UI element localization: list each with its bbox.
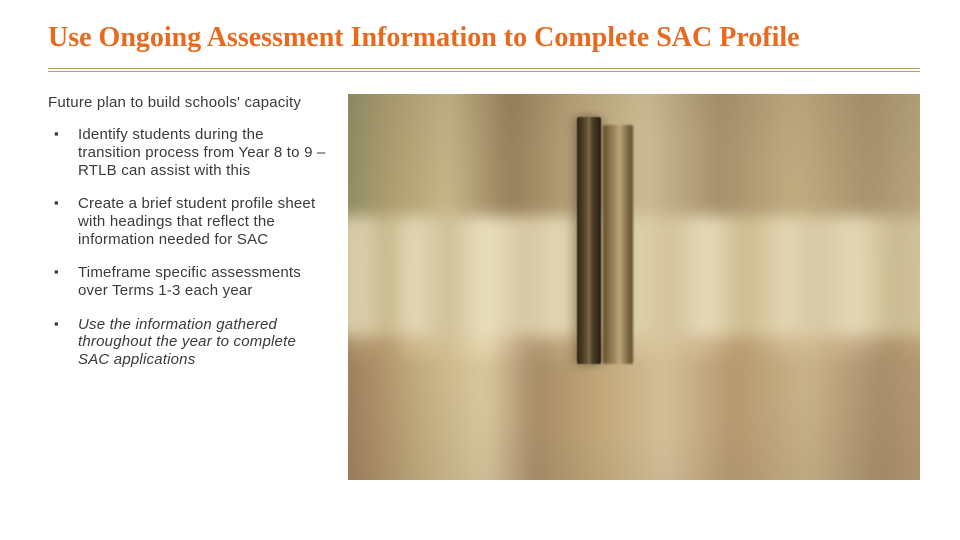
image-vignette [348,94,920,480]
slide-title: Use Ongoing Assessment Information to Co… [48,22,920,54]
content-row: Future plan to build schools' capacity I… [48,94,920,480]
intro-text: Future plan to build schools' capacity [48,94,326,112]
title-divider [48,68,920,72]
bullet-list: Identify students during the transition … [48,126,326,369]
list-item: Identify students during the transition … [48,126,326,179]
text-column: Future plan to build schools' capacity I… [48,94,326,480]
image-column [348,94,920,480]
list-item: Create a brief student profile sheet wit… [48,195,326,248]
list-item: Timeframe specific assessments over Term… [48,264,326,299]
slide-container: Use Ongoing Assessment Information to Co… [0,0,960,500]
list-item: Use the information gathered throughout … [48,316,326,369]
